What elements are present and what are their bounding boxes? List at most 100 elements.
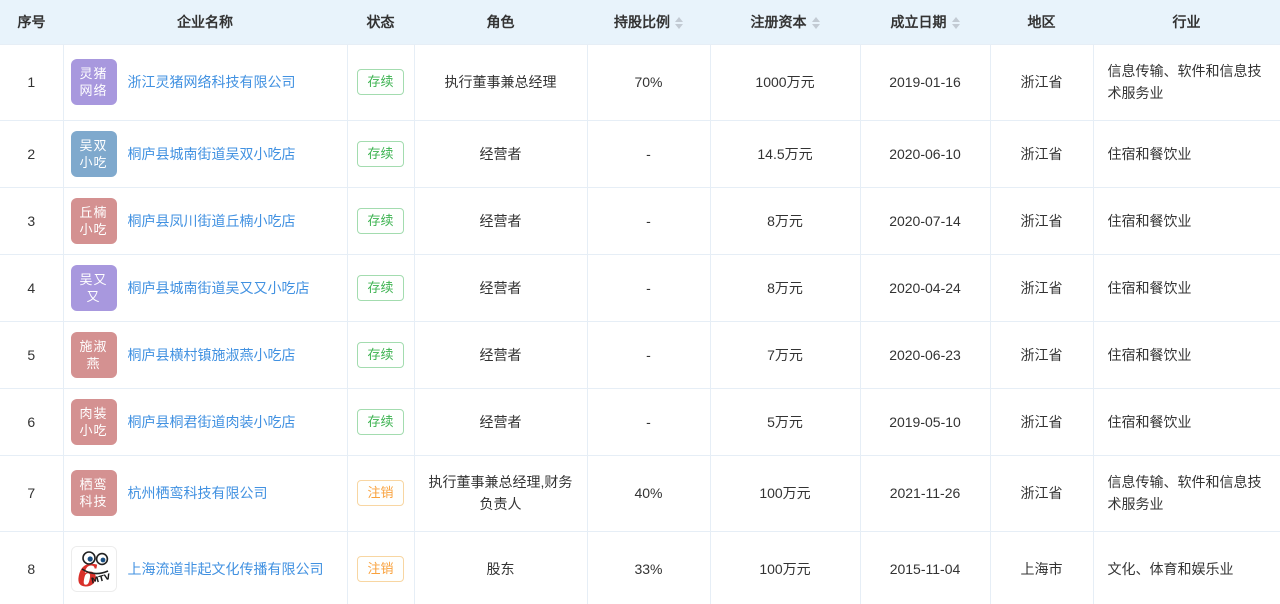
cell-establish-date: 2020-06-23 bbox=[860, 320, 991, 389]
cell-registered-capital: 100万元 bbox=[710, 454, 861, 532]
cell-share-ratio: - bbox=[587, 253, 711, 322]
cell-role: 执行董事兼总经理 bbox=[414, 43, 588, 121]
cell-region: 浙江省 bbox=[990, 43, 1094, 121]
cell-industry: 文化、体育和娱乐业 bbox=[1093, 530, 1280, 604]
column-label: 行业 bbox=[1172, 13, 1201, 30]
column-header-share[interactable]: 持股比例 bbox=[587, 0, 710, 44]
cell-index: 8 bbox=[0, 530, 64, 604]
sort-asc-icon[interactable] bbox=[951, 17, 960, 23]
cell-index: 6 bbox=[0, 387, 64, 456]
company-avatar: 吴双 小吃 bbox=[70, 130, 117, 177]
cell-company-name: 丘楠 小吃 桐庐县凤川街道丘楠小吃店 bbox=[63, 186, 348, 255]
cell-region: 浙江省 bbox=[990, 320, 1094, 389]
status-badge: 存续 bbox=[357, 274, 404, 301]
cell-role: 执行董事兼总经理,财务负责人 bbox=[414, 454, 588, 532]
sort-desc-icon[interactable] bbox=[951, 24, 960, 30]
column-header-industry: 行业 bbox=[1093, 0, 1280, 44]
cell-industry: 住宿和餐饮业 bbox=[1093, 119, 1280, 188]
cell-share-ratio: 70% bbox=[587, 43, 711, 121]
cell-establish-date: 2015-11-04 bbox=[860, 530, 991, 604]
cell-region: 浙江省 bbox=[990, 454, 1094, 532]
cell-status: 存续 bbox=[347, 43, 415, 121]
table-row: 1 灵猪 网络 浙江灵猪网络科技有限公司 存续 执行董事兼总经理 70% 1000万元 2019… bbox=[0, 43, 1280, 121]
cell-share-ratio: - bbox=[587, 320, 711, 389]
column-header-status: 状态 bbox=[347, 0, 414, 44]
cell-role: 经营者 bbox=[414, 253, 588, 322]
sort-asc-icon[interactable] bbox=[811, 17, 820, 23]
sort-icon[interactable] bbox=[951, 17, 960, 30]
cell-status: 注销 bbox=[347, 530, 415, 604]
table-row: 5 施淑燕桐庐县横村镇施淑燕小吃店 存续 经营者 -7万元 2020-06-23 浙江省 住宿… bbox=[0, 320, 1280, 389]
column-header-date[interactable]: 成立日期 bbox=[860, 0, 990, 44]
company-name-link[interactable]: 杭州栖鸾科技有限公司 bbox=[127, 485, 268, 501]
cell-registered-capital: 5万元 bbox=[710, 387, 861, 456]
status-badge: 注销 bbox=[357, 480, 404, 506]
cell-status: 存续 bbox=[347, 387, 415, 456]
cell-index: 5 bbox=[0, 320, 64, 389]
cell-establish-date: 2019-01-16 bbox=[860, 43, 991, 121]
company-name-link[interactable]: 浙江灵猪网络科技有限公司 bbox=[127, 74, 296, 90]
cell-registered-capital: 14.5万元 bbox=[710, 119, 861, 188]
cell-establish-date: 2019-05-10 bbox=[860, 387, 991, 456]
cell-registered-capital: 8万元 bbox=[710, 253, 861, 322]
company-name-link[interactable]: 桐庐县城南街道吴双小吃店 bbox=[127, 145, 296, 162]
sort-desc-icon[interactable] bbox=[675, 24, 683, 30]
cell-share-ratio: - bbox=[587, 387, 711, 456]
cell-region: 上海市 bbox=[990, 530, 1094, 604]
column-label: 注册资本 bbox=[750, 13, 807, 30]
cell-establish-date: 2021-11-26 bbox=[860, 454, 991, 532]
column-header-name: 企业名称 bbox=[63, 0, 347, 44]
status-badge: 存续 bbox=[357, 341, 404, 368]
table-row: 3 丘楠 小吃 桐庐县凤川街道丘楠小吃店 存续 经营者 -8万元 2020-07-14 浙江省住… bbox=[0, 186, 1280, 255]
column-label: 地区 bbox=[1027, 13, 1056, 30]
cell-company-name: 吴双 小吃 桐庐县城南街道吴双小吃店 bbox=[63, 119, 348, 188]
cell-share-ratio: - bbox=[587, 119, 711, 188]
company-avatar: 施淑燕 bbox=[70, 331, 117, 378]
cell-status: 存续 bbox=[347, 320, 415, 389]
column-header-index: 序号 bbox=[0, 0, 63, 44]
table-row: 8 6 MTV 上海流道非起文化传播有限公司 注销 股东 33% 100万元 2015-11-0… bbox=[0, 530, 1280, 604]
cell-company-name: 肉装 小吃 桐庐县桐君街道肉装小吃店 bbox=[63, 387, 348, 456]
sort-asc-icon[interactable] bbox=[675, 17, 683, 23]
cell-industry: 住宿和餐饮业 bbox=[1093, 253, 1280, 322]
cell-industry: 住宿和餐饮业 bbox=[1093, 320, 1280, 389]
cell-status: 存续 bbox=[347, 253, 415, 322]
cell-share-ratio: 33% bbox=[587, 530, 711, 604]
cell-role: 经营者 bbox=[414, 320, 588, 389]
cell-industry: 住宿和餐饮业 bbox=[1093, 387, 1280, 456]
company-avatar: 栖鸾 科技 bbox=[70, 470, 117, 516]
column-label: 企业名称 bbox=[177, 13, 233, 30]
company-logo-image: 6 MTV bbox=[70, 546, 117, 592]
cell-index: 3 bbox=[0, 186, 64, 255]
cell-establish-date: 2020-06-10 bbox=[860, 119, 991, 188]
cell-company-name: 栖鸾 科技 杭州栖鸾科技有限公司 bbox=[63, 454, 348, 532]
company-name-link[interactable]: 桐庐县桐君街道肉装小吃店 bbox=[127, 413, 296, 430]
column-header-role: 角色 bbox=[414, 0, 587, 44]
sort-desc-icon[interactable] bbox=[811, 24, 820, 30]
cell-registered-capital: 100万元 bbox=[710, 530, 861, 604]
cell-industry: 信息传输、软件和信息技术服务业 bbox=[1093, 43, 1280, 121]
cell-index: 2 bbox=[0, 119, 64, 188]
cell-region: 浙江省 bbox=[990, 119, 1094, 188]
table-row: 7 栖鸾 科技 杭州栖鸾科技有限公司 注销 执行董事兼总经理,财务负责人 40% 100万元 2… bbox=[0, 454, 1280, 532]
company-name-link[interactable]: 桐庐县城南街道吴又又小吃店 bbox=[127, 279, 310, 296]
company-name-link[interactable]: 上海流道非起文化传播有限公司 bbox=[127, 561, 324, 577]
company-name-link[interactable]: 桐庐县横村镇施淑燕小吃店 bbox=[127, 346, 296, 363]
cell-index: 7 bbox=[0, 454, 64, 532]
table-header-row: 序号 企业名称 状态 角色 持股比例 注册资本 成立日期 地区 行业 bbox=[0, 0, 1280, 44]
table-row: 6 肉装 小吃 桐庐县桐君街道肉装小吃店 存续 经营者 -5万元 2019-05-10 浙江省住… bbox=[0, 387, 1280, 456]
cell-role: 股东 bbox=[414, 530, 588, 604]
cell-industry: 信息传输、软件和信息技术服务业 bbox=[1093, 454, 1280, 532]
company-name-link[interactable]: 桐庐县凤川街道丘楠小吃店 bbox=[127, 212, 296, 229]
sort-icon[interactable] bbox=[675, 17, 683, 30]
company-avatar: 吴又又 bbox=[70, 264, 117, 311]
column-header-capital[interactable]: 注册资本 bbox=[710, 0, 860, 44]
company-avatar: 灵猪 网络 bbox=[70, 59, 117, 105]
cell-role: 经营者 bbox=[414, 387, 588, 456]
cell-company-name: 施淑燕桐庐县横村镇施淑燕小吃店 bbox=[63, 320, 348, 389]
sort-icon[interactable] bbox=[811, 17, 820, 30]
cell-industry: 住宿和餐饮业 bbox=[1093, 186, 1280, 255]
cell-status: 存续 bbox=[347, 119, 415, 188]
